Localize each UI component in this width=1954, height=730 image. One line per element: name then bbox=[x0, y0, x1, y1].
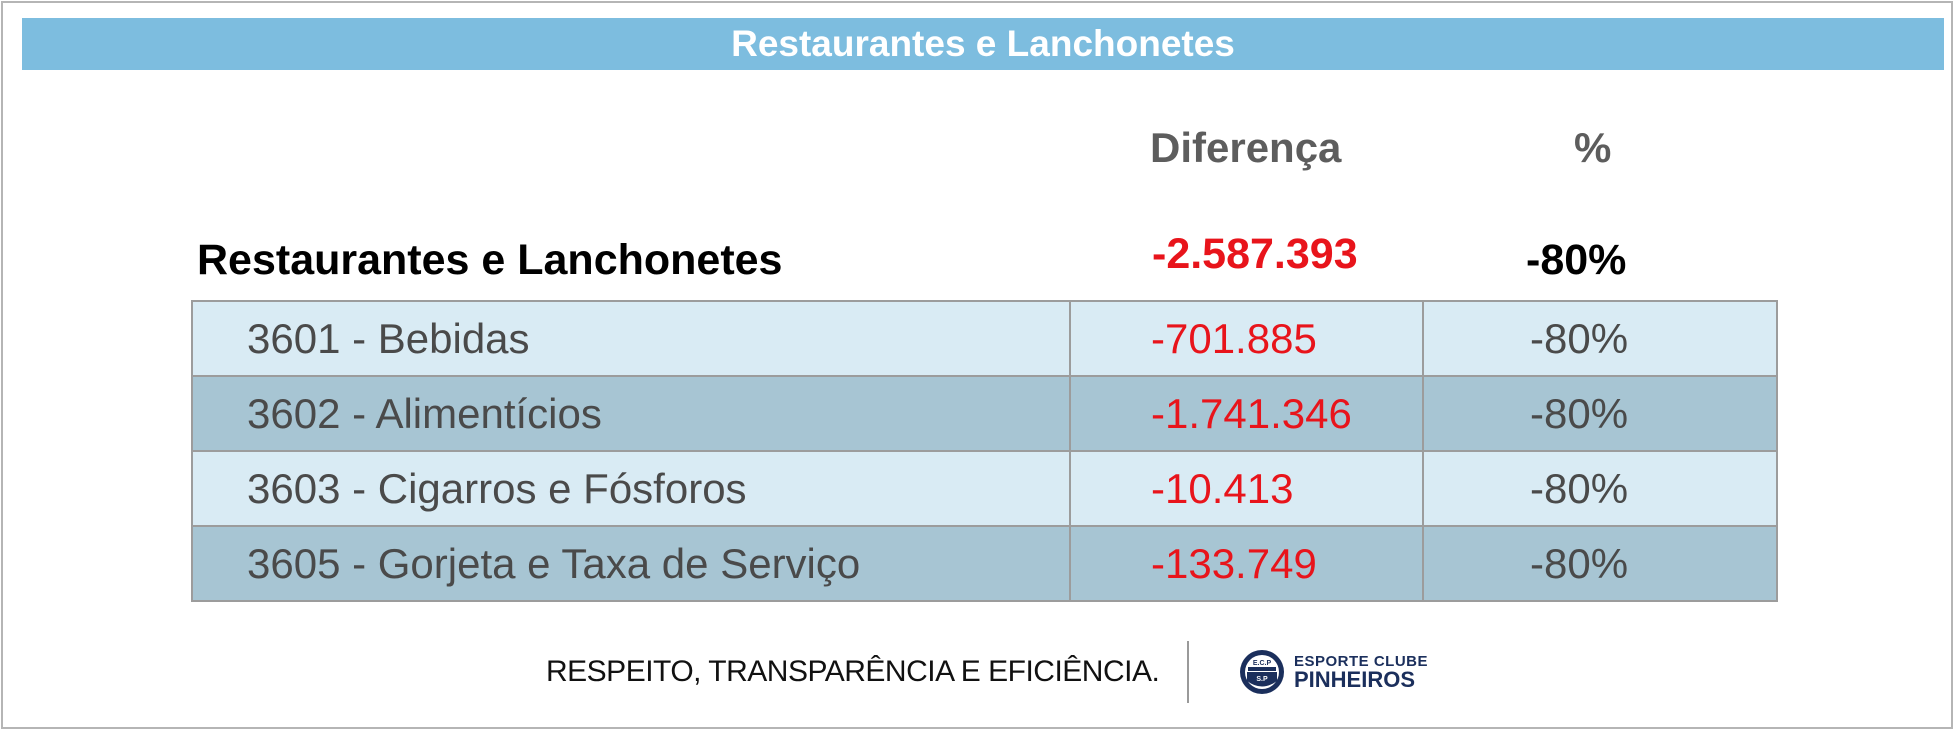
table-row: 3601 - Bebidas -701.885 -80% bbox=[191, 300, 1778, 377]
footer-divider bbox=[1187, 641, 1189, 703]
column-header-difference: Diferença bbox=[1150, 124, 1342, 171]
logo-text-line1: ESPORTE CLUBE bbox=[1294, 652, 1429, 670]
row-name: 3601 - Bebidas bbox=[191, 300, 1071, 377]
row-difference: -701.885 bbox=[1069, 300, 1424, 377]
row-percent: -80% bbox=[1422, 450, 1778, 527]
column-header-percent: % bbox=[1574, 124, 1612, 171]
row-percent: -80% bbox=[1422, 375, 1778, 452]
row-difference: -10.413 bbox=[1069, 450, 1424, 527]
total-percent: -80% bbox=[1526, 236, 1627, 284]
breakdown-table: 3601 - Bebidas -701.885 -80% 3602 - Alim… bbox=[191, 300, 1778, 602]
total-difference: -2.587.393 bbox=[1152, 230, 1358, 278]
svg-text:E.C.P: E.C.P bbox=[1253, 660, 1272, 667]
total-label: Restaurantes e Lanchonetes bbox=[197, 236, 783, 284]
club-logo: E.C.P S.P ESPORTE CLUBE PINHEIROS bbox=[1238, 648, 1428, 696]
logo-text-line2: PINHEIROS bbox=[1294, 666, 1416, 692]
table-row: 3602 - Alimentícios -1.741.346 -80% bbox=[191, 375, 1778, 452]
row-percent: -80% bbox=[1422, 300, 1778, 377]
footer-slogan: RESPEITO, TRANSPARÊNCIA E EFICIÊNCIA. bbox=[546, 655, 1160, 688]
row-difference: -133.749 bbox=[1069, 525, 1424, 602]
row-name: 3605 - Gorjeta e Taxa de Serviço bbox=[191, 525, 1071, 602]
club-badge-icon: E.C.P S.P bbox=[1240, 650, 1284, 694]
row-name: 3603 - Cigarros e Fósforos bbox=[191, 450, 1071, 527]
row-name: 3602 - Alimentícios bbox=[191, 375, 1071, 452]
table-row: 3603 - Cigarros e Fósforos -10.413 -80% bbox=[191, 450, 1778, 527]
row-difference: -1.741.346 bbox=[1069, 375, 1424, 452]
banner-title: Restaurantes e Lanchonetes bbox=[22, 18, 1944, 70]
table-row: 3605 - Gorjeta e Taxa de Serviço -133.74… bbox=[191, 525, 1778, 602]
row-percent: -80% bbox=[1422, 525, 1778, 602]
svg-text:S.P: S.P bbox=[1256, 676, 1268, 683]
